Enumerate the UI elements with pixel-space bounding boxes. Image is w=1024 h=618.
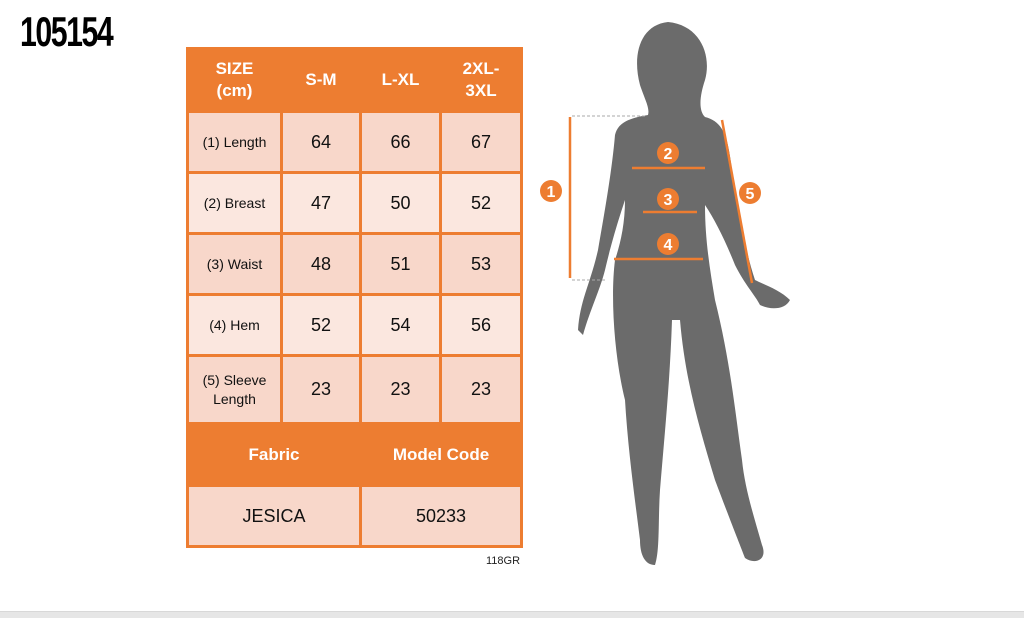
fabric-value: JESICA [186,484,362,548]
marker-5 [739,182,761,204]
cell: 64 [280,110,362,174]
cell: 52 [439,171,523,235]
cell: 48 [280,232,362,296]
marker-3 [657,188,679,210]
row-label: (3) Waist [186,232,283,296]
cell: 23 [439,354,523,425]
table-row: (4) Hem 52 54 56 [186,293,523,357]
cell: 66 [359,110,442,174]
sleeve-arrow [720,119,754,284]
row-label: (2) Breast [186,171,283,235]
marker-4 [657,233,679,255]
marker-2 [657,142,679,164]
cell: 52 [280,293,362,357]
marker-5-label: 5 [746,186,755,203]
marker-1 [540,180,562,202]
model-code-header: Model Code [359,422,523,487]
fabric-header-row: Fabric Model Code [186,422,523,487]
table-row: (1) Length 64 66 67 [186,110,523,174]
markers [540,142,761,255]
row-label-text: (5) Sleeve Length [202,371,267,407]
header-s-m: S-M [280,47,362,113]
row-label: (1) Length [186,110,283,174]
cell: 53 [439,232,523,296]
marker-2-label: 2 [664,146,673,163]
cell: 56 [439,293,523,357]
model-code-value: 50233 [359,484,523,548]
cell: 51 [359,232,442,296]
table-row: (5) Sleeve Length 23 23 23 [186,354,523,425]
cell: 23 [359,354,442,425]
table-row: (3) Waist 48 51 53 [186,232,523,296]
header-2xl-3xl: 2XL-3XL [439,47,523,113]
cell: 54 [359,293,442,357]
cell: 67 [439,110,523,174]
footnote: 118GR [486,555,521,567]
fabric-row: JESICA 50233 [186,484,523,548]
silhouette [578,22,790,565]
cell: 23 [280,354,362,425]
header-text: SIZE (cm) [215,59,254,100]
marker-4-label: 4 [664,237,673,254]
size-table: SIZE (cm) S-M L-XL 2XL-3XL (1) Length 64 6… [186,47,523,548]
table-row: (2) Breast 47 50 52 [186,171,523,235]
bottom-scroll-strip [0,611,1024,618]
header-l-xl: L-XL [359,47,442,113]
measurement-figure: 1 2 3 4 5 [540,22,790,565]
marker-1-label: 1 [547,184,556,201]
row-label: (4) Hem [186,293,283,357]
cell: 47 [280,171,362,235]
product-code: 105154 [20,8,114,55]
header-size: SIZE (cm) [186,47,283,113]
cell: 50 [359,171,442,235]
marker-3-label: 3 [664,192,673,209]
guide-lines [572,115,645,281]
fabric-header: Fabric [186,422,362,487]
header-text: 2XL-3XL [462,59,500,100]
row-label: (5) Sleeve Length [186,354,283,425]
table-header: SIZE (cm) S-M L-XL 2XL-3XL [186,47,523,113]
measure-lines [568,117,754,284]
